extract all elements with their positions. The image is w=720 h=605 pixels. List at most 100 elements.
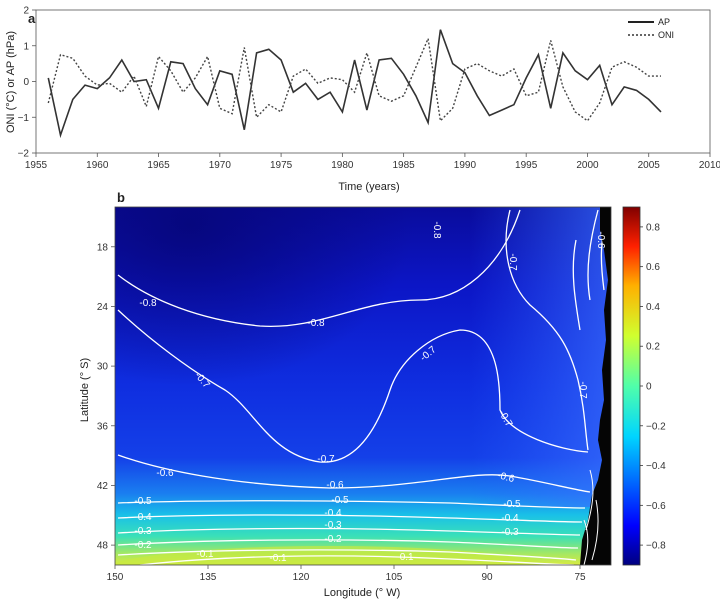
contour-label: -0.4: [324, 508, 342, 519]
lat-tick-label: 30: [97, 362, 109, 373]
panel-a-label: a: [28, 11, 36, 26]
contour-label: -0.8: [307, 318, 325, 329]
contour-07b: [505, 209, 589, 451]
panel-a-series: [47, 29, 662, 139]
panel-a-ticks: 1955 1960 1965 1970 1975 1980 1985 1990 1995 2000…: [18, 6, 720, 172]
contour-label: -0.3: [501, 527, 519, 538]
map-field: [115, 207, 611, 565]
y-tick-label: 2: [23, 6, 29, 17]
lon-tick-label: 120: [293, 572, 310, 583]
panel-b-ylabel: Latitude (° S): [79, 358, 91, 422]
x-tick-label: 2005: [638, 160, 661, 171]
colorbar: 0.8 0.6 0.4 0.2 0 −0.2 −0.4 −0.6 −0.8: [622, 206, 666, 566]
legend-ap-label: AP: [658, 17, 670, 27]
contour-label: -0.3: [324, 520, 342, 531]
colorbar-tick-label: −0.6: [646, 501, 666, 512]
colorbar-tick-label: 0: [646, 382, 652, 393]
contour-label: -0.4: [134, 512, 152, 523]
contour-label: -0.7: [317, 454, 335, 465]
contour-label: -0.2: [134, 540, 152, 551]
contour-label: -0.7: [507, 253, 518, 271]
x-tick-label: 1965: [147, 160, 170, 171]
contour-03: [117, 527, 581, 536]
y-tick-label: −1: [18, 113, 30, 124]
colorbar-tick-label: −0.2: [646, 421, 666, 432]
colorbar-ticks: 0.8 0.6 0.4 0.2 0 −0.2 −0.4 −0.6 −0.8: [640, 222, 666, 552]
contour-label: -0.8: [431, 221, 442, 239]
contour-04: [117, 514, 583, 523]
colorbar-tick-label: 0.4: [646, 302, 660, 313]
contour-label: -0.7: [577, 381, 588, 399]
panel-b: b: [79, 190, 666, 599]
x-tick-label: 1985: [393, 160, 416, 171]
map-east-edge: [470, 207, 610, 507]
contour-label: -0.1: [196, 549, 214, 560]
panel-a-ylabel: ONI (°C) or AP (hPa): [5, 31, 17, 133]
lat-tick-label: 24: [97, 302, 109, 313]
x-tick-label: 1975: [270, 160, 293, 171]
lon-tick-label: 105: [386, 572, 403, 583]
contour-labels: -0.8-0.8-0.8-0.7-0.6-0.5-0.7-0.7-0.7-0.7…: [134, 221, 606, 564]
contour-label: -0.3: [134, 526, 152, 537]
land-contour-3: [583, 519, 589, 565]
lat-tick-label: 48: [97, 541, 109, 552]
panel-b-label: b: [117, 190, 125, 205]
y-tick-label: −2: [18, 149, 30, 160]
lon-tick-label: 90: [481, 572, 493, 583]
panel-b-xlabel: Longitude (° W): [324, 587, 401, 599]
series-ap-line: [47, 29, 662, 139]
x-tick-label: 1995: [515, 160, 538, 171]
colorbar-tick-label: 0.6: [646, 262, 660, 273]
colorbar-tick-label: −0.8: [646, 541, 666, 552]
contour-07: [117, 309, 589, 463]
contour-08: [117, 209, 521, 328]
contour-lines: [117, 209, 609, 565]
lat-tick-label: 36: [97, 421, 109, 432]
contour-label: -0.5: [331, 495, 349, 506]
contour-label: -0.6: [326, 480, 344, 491]
panel-b-ticks: 150 135 120 105 90 75 18 24 30 36 42 48: [97, 242, 586, 583]
x-tick-label: 1960: [86, 160, 109, 171]
contour-label: -0.6: [595, 231, 606, 249]
contour-e3: [572, 239, 581, 331]
y-tick-label: 0: [23, 77, 29, 88]
x-tick-label: 1980: [331, 160, 354, 171]
lon-tick-label: 75: [574, 572, 586, 583]
map-frame: [114, 206, 612, 566]
contour-label: -0.2: [324, 534, 342, 545]
land-contours: [583, 469, 599, 565]
colorbar-tick-label: 0.8: [646, 222, 660, 233]
x-tick-label: 2000: [576, 160, 599, 171]
land-mass: [580, 207, 611, 565]
contour-e1: [587, 209, 599, 301]
contour-label: -0.8: [139, 298, 157, 309]
panel-a-legend: AP ONI: [628, 17, 674, 40]
contour-label: -0.5: [503, 499, 521, 510]
contour-025: [117, 539, 579, 549]
contour-label: -0.6: [496, 470, 516, 485]
colorbar-gradient: [622, 206, 641, 566]
contour-label: -0.4: [501, 513, 519, 524]
land-contour-2: [591, 499, 599, 561]
land-contour-1: [585, 469, 594, 531]
lat-tick-label: 18: [97, 242, 109, 253]
x-tick-label: 1970: [209, 160, 232, 171]
colorbar-tick-label: 0.2: [646, 342, 660, 353]
legend-oni-label: ONI: [658, 30, 674, 40]
x-tick-label: 2010: [699, 160, 720, 171]
series-oni-line: [47, 36, 661, 123]
contour-label: -0.1: [396, 552, 414, 563]
contour-05: [117, 500, 586, 509]
lat-tick-label: 42: [97, 481, 109, 492]
x-tick-label: 1990: [454, 160, 477, 171]
lon-tick-label: 135: [200, 572, 217, 583]
contour-label: -0.1: [269, 553, 287, 564]
contour-02: [117, 549, 577, 561]
colorbar-tick-label: −0.4: [646, 461, 666, 472]
panel-a-xlabel: Time (years): [338, 181, 399, 193]
contour-01: [139, 555, 575, 565]
panel-a: a 1955 1960 1965 1970 1975 1980 1985 1990 1995 20…: [5, 6, 720, 194]
contour-06: [117, 454, 591, 493]
lon-tick-label: 150: [107, 572, 124, 583]
